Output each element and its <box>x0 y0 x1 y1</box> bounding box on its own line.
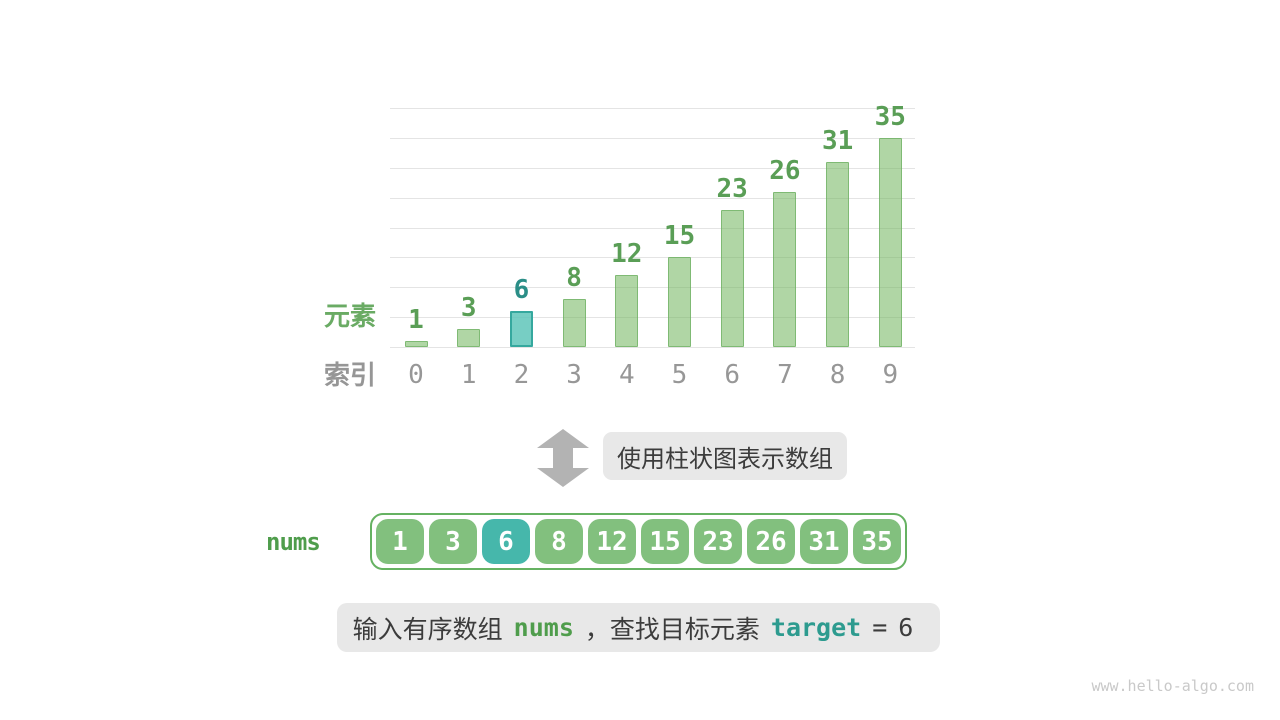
nums-array-label: nums <box>266 528 321 556</box>
array-cell: 26 <box>747 519 795 564</box>
index-label: 8 <box>829 360 846 390</box>
gridline <box>390 108 915 109</box>
bar <box>404 341 428 347</box>
bar <box>878 137 902 347</box>
index-label: 6 <box>724 360 741 390</box>
bar-value-label: 6 <box>513 275 530 306</box>
index-axis-label: 索引 <box>323 360 376 390</box>
index-label: 7 <box>777 360 793 390</box>
bar-value-label: 35 <box>874 101 906 132</box>
nums-array-container: 1 3 6 8 12 15 23 26 31 35 <box>370 513 907 570</box>
caption-code-target: target <box>770 613 862 642</box>
index-label: 4 <box>618 360 635 390</box>
gridline <box>390 167 915 169</box>
gridline <box>390 197 915 199</box>
gridline <box>390 317 915 319</box>
double-vertical-arrow-icon <box>537 429 589 487</box>
bar-value-label: 15 <box>663 221 696 252</box>
bar-value-label: 26 <box>769 155 801 186</box>
bar <box>615 275 639 347</box>
transform-note-label: 使用柱状图表示数组 <box>617 445 833 473</box>
bar <box>668 257 691 347</box>
array-cell: 15 <box>641 519 689 564</box>
caption-target-value: 6 <box>898 613 914 642</box>
bar-value-label: 8 <box>566 263 582 294</box>
array-cell: 23 <box>694 519 742 564</box>
array-cell: 8 <box>535 519 583 564</box>
array-cell: 12 <box>588 519 636 564</box>
bar-value-label: 12 <box>611 239 643 270</box>
bar-highlighted <box>509 311 533 347</box>
array-cell: 31 <box>800 519 848 564</box>
gridline <box>390 287 915 289</box>
gridline <box>390 227 915 229</box>
array-cell: 1 <box>376 519 424 564</box>
caption-equals-sign: = <box>872 613 888 642</box>
transform-note-box: 使用柱状图表示数组 <box>603 432 847 480</box>
bar <box>720 209 744 347</box>
bar-value-label: 1 <box>408 305 424 335</box>
gridline <box>390 137 915 139</box>
array-cell: 35 <box>853 519 901 564</box>
caption-text-2: ，查找目标元素 <box>584 615 760 644</box>
caption-code-nums: nums <box>513 613 574 642</box>
index-label: 3 <box>566 360 582 390</box>
elements-axis-label: 元素 <box>323 301 376 331</box>
index-label: 1 <box>460 360 477 390</box>
gridline <box>390 347 915 348</box>
array-cell-highlighted: 6 <box>482 519 530 564</box>
bar-value-label: 3 <box>460 293 477 324</box>
bar-value-label: 31 <box>821 125 854 156</box>
caption-box: 输入有序数组 nums ，查找目标元素 target = 6 <box>337 603 940 652</box>
bar <box>562 299 586 347</box>
index-label: 2 <box>513 360 530 390</box>
index-label: 9 <box>882 360 899 390</box>
bar-value-label: 23 <box>716 173 748 204</box>
watermark: www.hello-algo.com <box>1091 677 1254 695</box>
caption-text-1: 输入有序数组 <box>352 615 503 644</box>
bar <box>457 329 481 347</box>
array-cell: 3 <box>429 519 477 564</box>
index-label: 5 <box>671 360 688 390</box>
bar <box>826 161 850 347</box>
bar <box>773 191 797 347</box>
index-label: 0 <box>408 360 424 390</box>
gridline <box>390 257 915 259</box>
